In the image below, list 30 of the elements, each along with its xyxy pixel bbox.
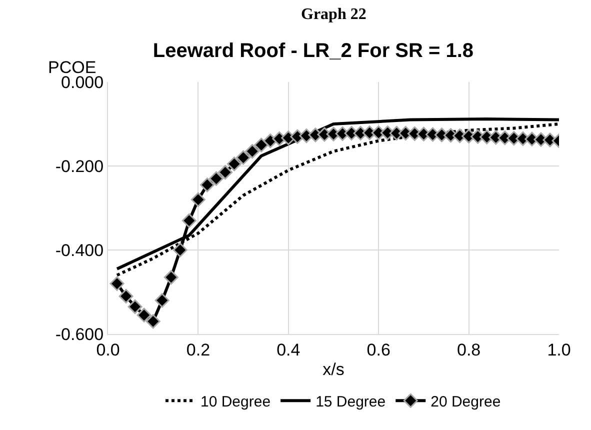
point [245,144,260,159]
x-tick-label: 0.8 [456,340,481,360]
point [218,165,233,180]
x-tick-label: 1.0 [547,340,571,360]
point [110,276,124,291]
point [164,270,178,285]
point [208,171,224,186]
x-tick-label: 0.2 [186,340,210,360]
point [200,178,214,192]
point [128,299,142,314]
y-tick-label: -0.400 [55,240,104,260]
point [236,150,251,165]
point [146,314,160,329]
caption: Graph 22 [301,6,366,23]
legend-label: 15 Degree [316,394,386,410]
chart-title: Leeward Roof - LR_2 For SR = 1.8 [152,40,474,62]
point [227,156,242,172]
x-tick-label: 0.4 [276,340,300,360]
legend-label: 20 Degree [430,394,501,410]
point [154,293,170,308]
point [136,308,152,322]
legend-label: 10 Degree [200,394,271,410]
point [118,288,134,304]
x-tick-label: 0.6 [366,340,390,360]
point [254,138,269,152]
point [182,213,196,228]
x-axis-title: x/s [322,360,344,379]
point [172,242,188,258]
y-tick-label: -0.200 [55,156,104,176]
point [190,192,206,207]
